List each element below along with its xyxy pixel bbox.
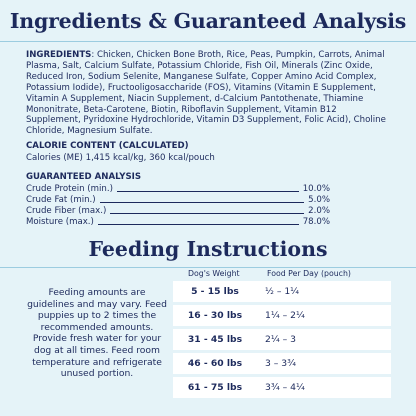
feeding-row: 5 - 15 lbs ½ – 1¼ xyxy=(173,281,391,302)
weight-column-header: Dog's Weight xyxy=(188,269,240,278)
calorie-heading: CALORIE CONTENT (CALCULATED) xyxy=(26,141,189,151)
ga-value: 10.0% xyxy=(302,184,330,194)
ga-row-fat: Crude Fat (min.) 5.0% xyxy=(26,194,330,205)
leader-line xyxy=(110,213,305,214)
feeding-row: 61 - 75 lbs 3¾ – 4¼ xyxy=(173,377,391,398)
ingredients-paragraph: INGREDIENTS: Chicken, Chicken Bone Broth… xyxy=(26,50,392,137)
ga-label: Crude Fat (min.) xyxy=(26,195,96,205)
weight-range: 61 - 75 lbs xyxy=(187,382,243,393)
weight-range: 16 - 30 lbs xyxy=(187,310,243,321)
ga-row-protein: Crude Protein (min.) 10.0% xyxy=(26,183,330,194)
ingredients-title: Ingredients & Guaranteed Analysis xyxy=(9,9,407,33)
feeding-guidelines: Feeding amounts are guidelines and may v… xyxy=(27,287,167,380)
food-column-header: Food Per Day (pouch) xyxy=(267,269,351,278)
ga-label: Moisture (max.) xyxy=(26,217,94,227)
weight-range: 46 - 60 lbs xyxy=(187,358,243,369)
ga-value: 78.0% xyxy=(302,217,330,227)
divider xyxy=(0,267,416,268)
ingredients-list: : Chicken, Chicken Bone Broth, Rice, Pea… xyxy=(26,50,386,137)
food-amount: 1¼ – 2¼ xyxy=(265,310,305,321)
food-amount: ½ – 1¼ xyxy=(265,286,300,297)
weight-range: 5 - 15 lbs xyxy=(191,286,239,297)
ga-label: Crude Fiber (max.) xyxy=(26,206,107,216)
ingredients-label: INGREDIENTS xyxy=(26,50,92,60)
food-amount: 3 – 3¾ xyxy=(265,358,297,369)
ga-value: 5.0% xyxy=(308,195,330,205)
feeding-row: 46 - 60 lbs 3 – 3¾ xyxy=(173,353,391,374)
feeding-row: 31 - 45 lbs 2¼ – 3 xyxy=(173,329,391,350)
ga-row-moisture: Moisture (max.) 78.0% xyxy=(26,216,330,227)
food-amount: 2¼ – 3 xyxy=(265,334,297,345)
ga-row-fiber: Crude Fiber (max.) 2.0% xyxy=(26,205,330,216)
feeding-title: Feeding Instructions xyxy=(88,237,328,261)
leader-line xyxy=(116,191,299,192)
leader-line xyxy=(99,202,305,203)
food-amount: 3¾ – 4¼ xyxy=(265,382,305,393)
divider xyxy=(0,41,416,42)
leader-line xyxy=(97,224,299,225)
calorie-text: Calories (ME) 1,415 kcal/kg, 360 kcal/po… xyxy=(26,153,215,163)
ga-label: Crude Protein (min.) xyxy=(26,184,113,194)
weight-range: 31 - 45 lbs xyxy=(187,334,243,345)
ga-value: 2.0% xyxy=(308,206,330,216)
guaranteed-analysis-heading: GUARANTEED ANALYSIS xyxy=(26,172,142,182)
feeding-row: 16 - 30 lbs 1¼ – 2¼ xyxy=(173,305,391,326)
